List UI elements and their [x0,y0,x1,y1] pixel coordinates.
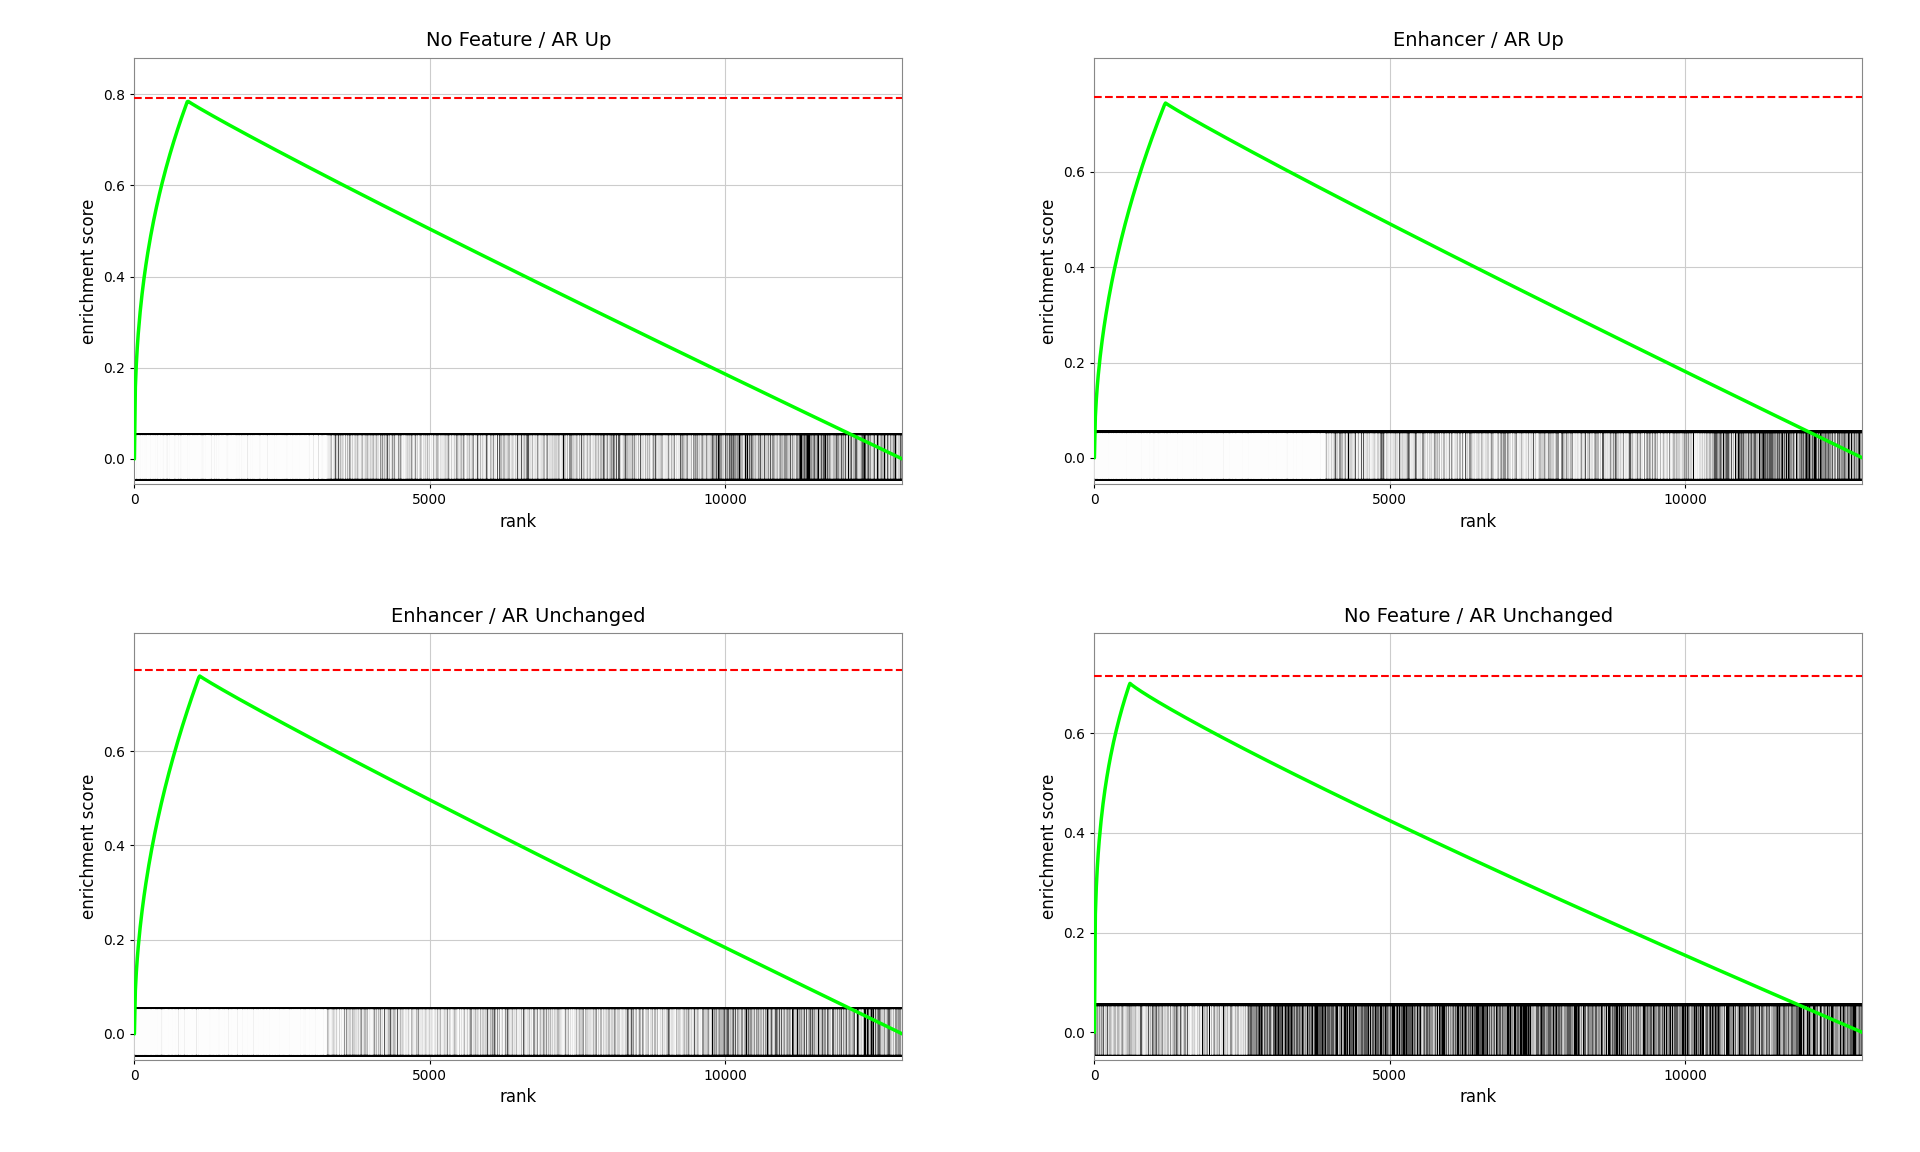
Bar [1094,430,1862,480]
X-axis label: rank: rank [499,1089,538,1106]
Y-axis label: enrichment score: enrichment score [1041,774,1058,919]
Y-axis label: enrichment score: enrichment score [81,198,98,343]
Y-axis label: enrichment score: enrichment score [81,774,98,919]
Title: No Feature / AR Up: No Feature / AR Up [426,31,611,51]
Title: Enhancer / AR Up: Enhancer / AR Up [1394,31,1563,51]
Title: Enhancer / AR Unchanged: Enhancer / AR Unchanged [392,607,645,627]
Bar [134,1007,902,1056]
X-axis label: rank: rank [1459,513,1498,531]
X-axis label: rank: rank [499,513,538,531]
Bar [1094,1003,1862,1056]
Bar [134,432,902,480]
Title: No Feature / AR Unchanged: No Feature / AR Unchanged [1344,607,1613,627]
X-axis label: rank: rank [1459,1089,1498,1106]
Y-axis label: enrichment score: enrichment score [1041,198,1058,343]
